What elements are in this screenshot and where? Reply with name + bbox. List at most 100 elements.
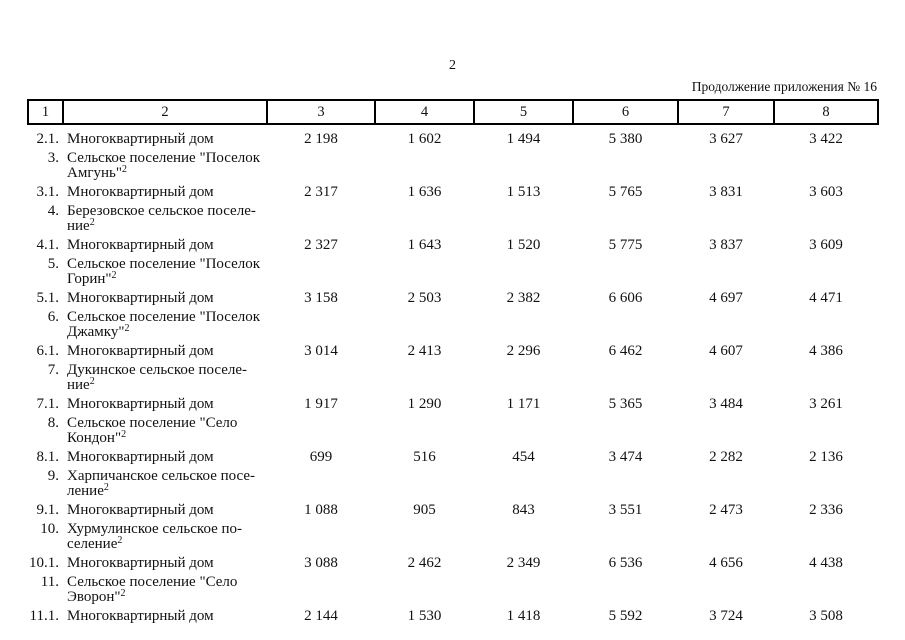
value-cell: 1 530 (407, 608, 442, 624)
building-name: Многоквартирный дом (67, 184, 214, 200)
table-row-settlement: 3. Сельское поселение "Поселок Амгунь"2 (28, 149, 878, 183)
value-cell: 2 413 (407, 343, 442, 359)
footnote-marker: 2 (124, 323, 130, 334)
value-cell: 1 494 (506, 131, 541, 147)
value-cell: 3 831 (709, 184, 743, 200)
building-name: Многоквартирный дом (67, 449, 214, 465)
table-row-settlement: 4. Березовское сельское поселе-ние2 (28, 202, 878, 236)
continuation-note: Продолжение приложения № 16 (691, 79, 877, 94)
value-cell: 2 282 (709, 449, 743, 465)
column-header: 7 (677, 99, 775, 125)
building-name: Многоквартирный дом (67, 131, 214, 147)
value-cell: 3 508 (809, 608, 843, 624)
column-header: 6 (572, 99, 679, 125)
settlement-name: Сельское поселение "Село Кондон"2 (67, 415, 238, 446)
value-cell: 1 520 (506, 237, 541, 253)
settlement-name: Харпичанское сельское посе-ление2 (67, 468, 256, 499)
value-cell: 6 606 (608, 290, 643, 306)
column-header: 4 (374, 99, 475, 125)
value-cell: 2 382 (506, 290, 541, 306)
value-cell: 1 643 (407, 237, 442, 253)
settlement-name: Сельское поселение "Село Эворон"2 (67, 574, 238, 605)
footnote-marker: 2 (89, 376, 95, 387)
value-cell: 516 (413, 449, 436, 465)
empty-values-cell (267, 308, 878, 342)
value-cell: 1 602 (407, 131, 442, 147)
footnote-marker: 2 (103, 482, 109, 493)
value-cell: 2 503 (407, 290, 442, 306)
row-number: 7.1. (36, 396, 60, 412)
row-number: 4. (47, 203, 59, 219)
empty-values-cell (267, 255, 878, 289)
value-cell: 3 088 (304, 555, 338, 571)
settlement-name: Березовское сельское поселе-ние2 (67, 203, 256, 234)
value-cell: 4 386 (809, 343, 843, 359)
value-cell: 843 (512, 502, 535, 518)
empty-values-cell (267, 202, 878, 236)
row-number: 10. (40, 521, 59, 537)
value-cell: 2 198 (304, 131, 338, 147)
table-row-settlement: 6. Сельское поселение "Поселок Джамку"2 (28, 308, 878, 342)
value-cell: 1 088 (304, 502, 338, 518)
table-row-settlement: 7. Дукинское сельское поселе-ние2 (28, 361, 878, 395)
value-cell: 4 607 (709, 343, 743, 359)
value-cell: 1 290 (407, 396, 442, 412)
row-number: 7. (47, 362, 59, 378)
row-number: 11. (40, 574, 59, 590)
table-row-settlement: 9. Харпичанское сельское посе-ление2 (28, 467, 878, 501)
column-header: 8 (773, 99, 879, 125)
table-row-building: 6.1. Многоквартирный дом 3 014 2 413 2 296 6 … (28, 342, 878, 361)
footnote-marker: 2 (117, 535, 123, 546)
row-number: 4.1. (36, 237, 60, 253)
value-cell: 2 317 (304, 184, 338, 200)
footnote-marker: 2 (121, 429, 127, 440)
value-cell: 4 471 (809, 290, 843, 306)
value-cell: 5 775 (608, 237, 643, 253)
value-cell: 699 (309, 449, 333, 465)
column-header: 1 (27, 99, 64, 125)
value-cell: 4 697 (709, 290, 743, 306)
row-number: 6. (47, 309, 59, 325)
value-cell: 6 536 (608, 555, 643, 571)
building-name: Многоквартирный дом (67, 290, 214, 306)
building-name: Многоквартирный дом (67, 502, 214, 518)
settlement-name: Сельское поселение "Поселок Джамку"2 (67, 309, 261, 340)
value-cell: 3 422 (809, 131, 843, 147)
footnote-marker: 2 (89, 217, 95, 228)
row-number: 9.1. (36, 502, 60, 518)
empty-values-cell (267, 467, 878, 501)
row-number: 10.1. (29, 555, 59, 571)
footnote-marker: 2 (120, 588, 126, 599)
value-cell: 3 603 (809, 184, 843, 200)
table-row-settlement: 5. Сельское поселение "Поселок Горин"2 (28, 255, 878, 289)
table-row-building: 4.1. Многоквартирный дом 2 327 1 643 1 520 5 … (28, 236, 878, 255)
value-cell: 3 551 (608, 502, 643, 518)
value-cell: 3 609 (809, 237, 843, 253)
table-row-building: 8.1. Многоквартирный дом 699 516 454 3 474 2 2… (28, 448, 878, 467)
value-cell: 2 349 (506, 555, 541, 571)
settlement-name: Дукинское сельское поселе-ние2 (67, 362, 247, 393)
row-number: 11.1. (29, 608, 59, 624)
table-row-building: 3.1. Многоквартирный дом 2 317 1 636 1 513 5 … (28, 183, 878, 202)
value-cell: 2 136 (809, 449, 843, 465)
value-cell: 5 380 (608, 131, 643, 147)
value-cell: 5 592 (608, 608, 643, 624)
building-name: Многоквартирный дом (67, 343, 214, 359)
value-cell: 3 724 (709, 608, 743, 624)
value-cell: 2 336 (809, 502, 843, 518)
table-body: 2.1. Многоквартирный дом 2 198 1 602 1 494 5 … (28, 124, 878, 626)
building-name: Многоквартирный дом (67, 608, 214, 624)
value-cell: 1 171 (506, 396, 541, 412)
value-cell: 2 473 (709, 502, 743, 518)
row-number: 5.1. (36, 290, 60, 306)
table-row-building: 5.1. Многоквартирный дом 3 158 2 503 2 382 6 … (28, 289, 878, 308)
value-cell: 905 (413, 502, 436, 518)
settlement-name: Сельское поселение "Поселок Амгунь"2 (67, 150, 261, 181)
column-header: 2 (62, 99, 268, 125)
footnote-marker: 2 (111, 270, 117, 281)
row-number: 3. (47, 150, 59, 166)
building-name: Многоквартирный дом (67, 237, 214, 253)
